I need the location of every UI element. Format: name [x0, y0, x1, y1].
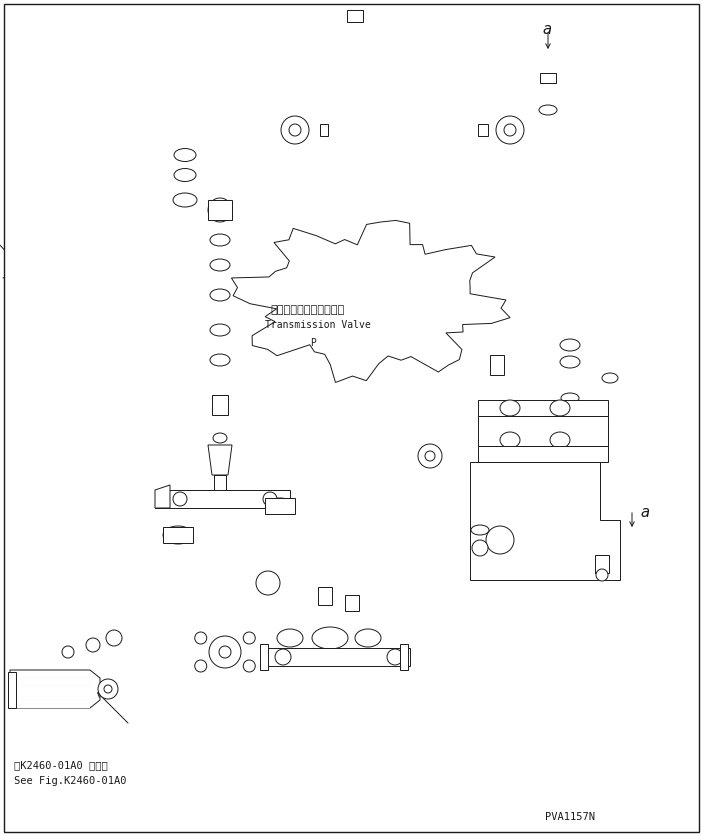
Ellipse shape: [550, 432, 570, 448]
Ellipse shape: [210, 289, 230, 301]
Text: PVA1157N: PVA1157N: [545, 812, 595, 822]
Ellipse shape: [174, 169, 196, 181]
Circle shape: [281, 116, 309, 144]
Text: トランスミションバルブ: トランスミションバルブ: [270, 305, 344, 315]
Bar: [347, 10, 363, 22]
Text: Transmission Valve: Transmission Valve: [265, 320, 370, 330]
Ellipse shape: [560, 356, 580, 368]
Circle shape: [195, 660, 207, 672]
Polygon shape: [155, 490, 290, 508]
Ellipse shape: [539, 105, 557, 115]
Circle shape: [173, 492, 187, 506]
Circle shape: [215, 205, 225, 215]
Bar: [478, 124, 488, 136]
Bar: [214, 475, 226, 493]
Ellipse shape: [174, 149, 196, 161]
Ellipse shape: [210, 324, 230, 336]
Bar: [478, 416, 608, 446]
Circle shape: [209, 636, 241, 668]
Bar: [345, 595, 359, 611]
Ellipse shape: [355, 629, 381, 647]
Bar: [8, 672, 16, 708]
Bar: [10, 700, 90, 708]
Circle shape: [98, 679, 118, 699]
Text: See Fig.K2460-01A0: See Fig.K2460-01A0: [14, 776, 127, 786]
Bar: [265, 498, 295, 514]
Polygon shape: [10, 670, 100, 708]
Ellipse shape: [163, 526, 193, 544]
Ellipse shape: [210, 259, 230, 271]
Bar: [490, 355, 504, 375]
Circle shape: [208, 198, 232, 222]
Text: a: a: [640, 505, 649, 520]
Circle shape: [289, 124, 301, 136]
Text: 第K2460-01A0 図参照: 第K2460-01A0 図参照: [14, 760, 108, 770]
Polygon shape: [231, 221, 510, 382]
Bar: [208, 200, 232, 220]
Ellipse shape: [210, 234, 230, 246]
Circle shape: [256, 571, 280, 595]
Circle shape: [596, 569, 608, 581]
Bar: [540, 73, 556, 83]
Ellipse shape: [471, 525, 489, 535]
Bar: [260, 644, 268, 670]
Bar: [10, 678, 90, 686]
Ellipse shape: [500, 432, 520, 448]
Bar: [320, 124, 328, 136]
Polygon shape: [155, 485, 170, 508]
Circle shape: [486, 526, 514, 554]
Bar: [478, 400, 608, 416]
Circle shape: [496, 116, 524, 144]
Circle shape: [106, 630, 122, 646]
Ellipse shape: [561, 393, 579, 403]
Bar: [478, 446, 608, 462]
Ellipse shape: [277, 629, 303, 647]
Circle shape: [243, 660, 255, 672]
Bar: [400, 644, 408, 670]
Circle shape: [104, 685, 112, 693]
Ellipse shape: [560, 339, 580, 351]
Circle shape: [275, 649, 291, 665]
Circle shape: [387, 649, 403, 665]
Ellipse shape: [173, 193, 197, 207]
Text: P: P: [310, 338, 316, 348]
Bar: [163, 527, 193, 543]
Circle shape: [472, 540, 488, 556]
Ellipse shape: [210, 354, 230, 366]
Circle shape: [62, 646, 74, 658]
Circle shape: [86, 638, 100, 652]
Circle shape: [263, 492, 277, 506]
Ellipse shape: [500, 400, 520, 416]
Circle shape: [425, 451, 435, 461]
Circle shape: [504, 124, 516, 136]
Ellipse shape: [550, 400, 570, 416]
Bar: [212, 395, 228, 415]
Bar: [265, 648, 410, 666]
Ellipse shape: [602, 373, 618, 383]
Ellipse shape: [312, 627, 348, 649]
Ellipse shape: [213, 433, 227, 443]
Circle shape: [195, 632, 207, 644]
Circle shape: [418, 444, 442, 468]
Bar: [595, 555, 609, 573]
Circle shape: [243, 632, 255, 644]
Ellipse shape: [266, 498, 294, 514]
Text: a: a: [542, 22, 551, 37]
Polygon shape: [470, 462, 620, 580]
Bar: [318, 587, 332, 605]
Circle shape: [219, 646, 231, 658]
Polygon shape: [208, 445, 232, 475]
